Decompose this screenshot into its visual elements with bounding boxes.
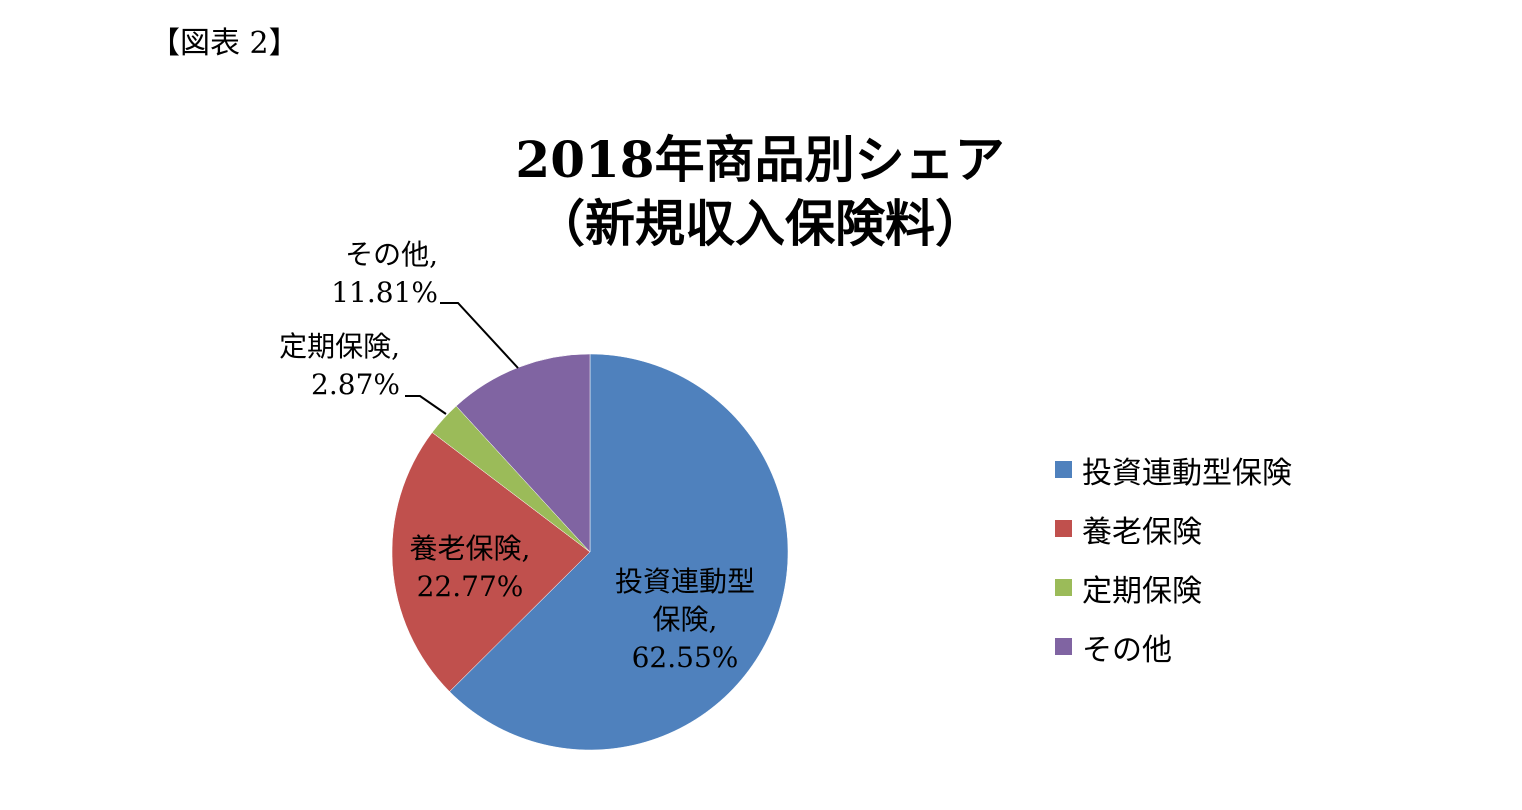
leader-line-term xyxy=(405,395,447,415)
legend-swatch xyxy=(1055,579,1072,596)
data-label-investment-name2: 保険, xyxy=(652,603,718,636)
data-label-other-name: その他, xyxy=(345,238,438,271)
data-label-investment-linked: 投資連動型 保険, 62.55% xyxy=(590,563,780,677)
data-label-investment-name1: 投資連動型 xyxy=(614,565,755,598)
legend-item-investment-linked: 投資連動型保険 xyxy=(1055,440,1292,499)
chart-title-line1: 2018年商品別シェア xyxy=(515,130,1005,189)
figure-label: 【図表 2】 xyxy=(150,26,299,61)
data-label-endowment-value: 22.77% xyxy=(416,570,524,603)
chart-title-line2: （新規収入保険料） xyxy=(535,194,985,253)
legend-label: 定期保険 xyxy=(1082,573,1202,609)
data-label-investment-value: 62.55% xyxy=(631,641,739,674)
data-label-term-name: 定期保険, xyxy=(279,330,400,363)
pie-slice xyxy=(449,353,789,751)
legend-label: 養老保険 xyxy=(1082,514,1202,550)
data-label-endowment-name: 養老保険, xyxy=(409,532,531,565)
pie-slices xyxy=(391,353,789,751)
legend-item-endowment: 養老保険 xyxy=(1055,499,1292,558)
pie-slice xyxy=(391,432,591,692)
legend-swatch xyxy=(1055,461,1072,478)
legend-label: その他 xyxy=(1082,632,1172,668)
legend-swatch xyxy=(1055,520,1072,537)
data-label-other: その他, 11.81% xyxy=(318,236,438,312)
data-label-term-value: 2.87% xyxy=(311,368,400,401)
legend: 投資連動型保険 養老保険 定期保険 その他 xyxy=(1055,440,1292,676)
data-label-endowment: 養老保険, 22.77% xyxy=(400,530,540,606)
legend-item-other: その他 xyxy=(1055,617,1292,676)
leader-line-other xyxy=(440,302,519,369)
legend-item-term: 定期保険 xyxy=(1055,558,1292,617)
chart-title: 2018年商品別シェア （新規収入保険料） xyxy=(400,128,1120,256)
legend-swatch xyxy=(1055,638,1072,655)
data-label-term: 定期保険, 2.87% xyxy=(270,328,400,404)
data-label-other-value: 11.81% xyxy=(331,276,438,309)
legend-label: 投資連動型保険 xyxy=(1082,455,1292,491)
